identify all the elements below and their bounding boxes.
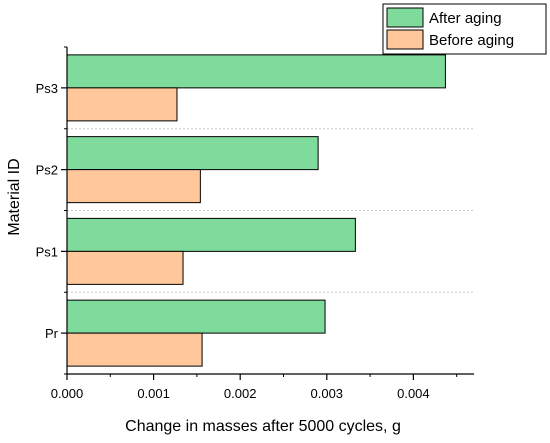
y-tick-label-ps3: Ps3 xyxy=(36,81,58,96)
legend-label-after-aging: After aging xyxy=(429,10,502,27)
x-tick-label: 0.002 xyxy=(224,386,257,401)
y-axis-title: Material ID xyxy=(6,158,23,235)
x-tick-label: 0.003 xyxy=(311,386,344,401)
bar-before-aging-pr xyxy=(66,332,203,367)
y-tick-label-ps1: Ps1 xyxy=(36,244,58,259)
x-tick-label: 0.004 xyxy=(397,386,430,401)
bar-after-aging-ps1 xyxy=(66,217,356,252)
y-tick-label-pr: Pr xyxy=(45,326,59,341)
legend-swatch-after-aging xyxy=(386,7,424,28)
bar-before-aging-ps1 xyxy=(66,250,184,285)
x-tick-label: 0.000 xyxy=(51,386,84,401)
x-tick-label: 0.001 xyxy=(137,386,170,401)
y-ticks-group: Pr Ps1 Ps2 Ps3 xyxy=(36,46,67,375)
bar-after-aging-ps3 xyxy=(66,54,446,89)
legend-label-before-aging: Before aging xyxy=(429,32,514,49)
x-ticks-group: 0.000 0.001 0.002 0.003 0.004 xyxy=(51,374,458,401)
bar-after-aging-ps2 xyxy=(66,136,319,171)
legend-swatch-before-aging xyxy=(386,29,424,50)
bar-after-aging-pr xyxy=(66,299,326,334)
x-axis-title: Change in masses after 5000 cycles, g xyxy=(125,418,401,435)
bars-group xyxy=(66,54,446,367)
legend: After aging Before aging xyxy=(382,3,547,55)
bar-before-aging-ps2 xyxy=(66,169,201,204)
y-tick-label-ps2: Ps2 xyxy=(36,163,58,178)
bar-before-aging-ps3 xyxy=(66,87,178,122)
